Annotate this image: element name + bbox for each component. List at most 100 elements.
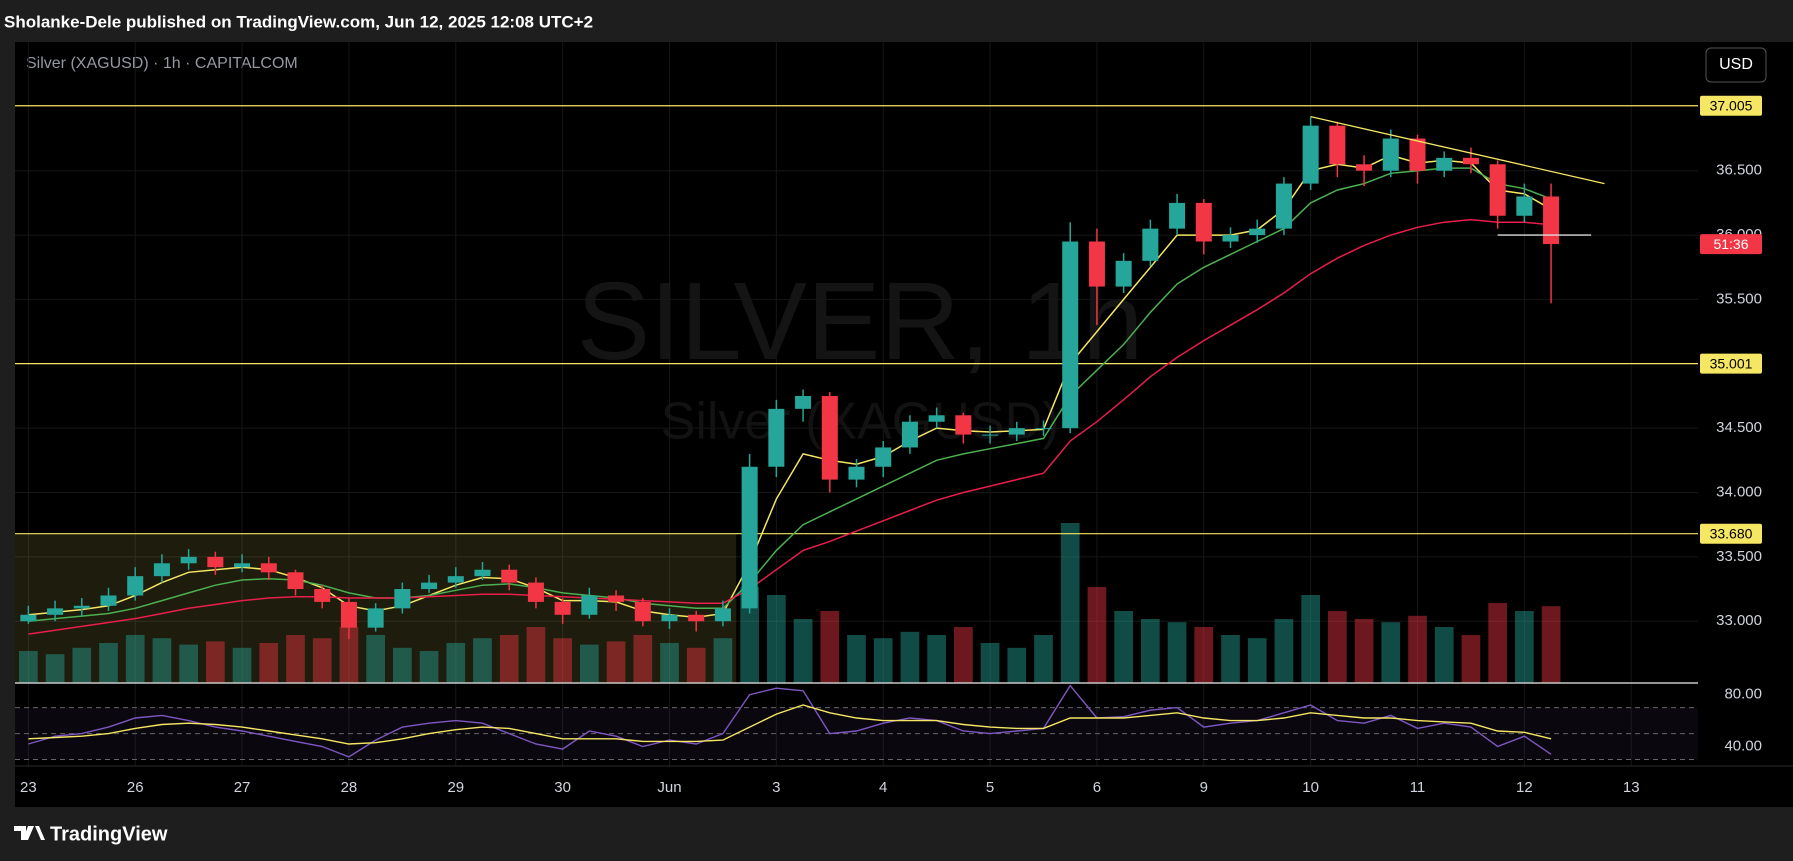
- volume-bar: [526, 627, 546, 683]
- candle-body: [1169, 202, 1186, 229]
- volume-bar: [553, 638, 572, 683]
- level-tag: [1700, 95, 1762, 116]
- candle-body: [1222, 235, 1239, 242]
- currency-label[interactable]: USD: [1719, 56, 1753, 73]
- volume-bar: [1354, 619, 1374, 683]
- candle-body: [394, 589, 411, 609]
- candle-body: [287, 572, 304, 590]
- rsi-tick-label: 80.00: [1724, 686, 1762, 703]
- candle-body: [848, 466, 865, 480]
- volume-bar: [580, 644, 599, 683]
- y-tick-label: 34.000: [1716, 483, 1762, 500]
- moving-average: [28, 167, 1552, 622]
- candle-body: [608, 595, 625, 602]
- x-tick-label: 12: [1516, 779, 1533, 796]
- volume-bar: [713, 638, 733, 683]
- volume-bar: [633, 635, 653, 683]
- x-tick-label: 13: [1623, 779, 1640, 796]
- x-tick-label: 27: [234, 779, 251, 796]
- candle-body: [768, 408, 785, 467]
- volume-bar: [45, 654, 65, 683]
- x-tick-label: 23: [20, 779, 37, 796]
- volume-bar: [980, 643, 1000, 683]
- candle-body: [474, 569, 491, 577]
- x-tick-label: 6: [1093, 779, 1101, 796]
- volume-bar: [1087, 587, 1107, 683]
- volume-bar: [393, 647, 412, 683]
- volume-bar: [660, 643, 679, 683]
- volume-bar: [286, 635, 305, 683]
- x-tick-label: 26: [127, 779, 144, 796]
- currency-button[interactable]: [1705, 47, 1767, 83]
- volume-bar: [1408, 615, 1427, 683]
- moving-average: [28, 218, 1552, 635]
- volume-bar: [820, 611, 840, 683]
- candle-body: [1489, 164, 1506, 216]
- volume-bar: [1461, 635, 1481, 683]
- level-tag: [1700, 353, 1762, 374]
- x-tick-label: 4: [879, 779, 887, 796]
- x-tick-label: 5: [986, 779, 994, 796]
- x-tick-label: Jun: [657, 779, 681, 796]
- x-tick-label: 29: [447, 779, 464, 796]
- candle-body: [20, 614, 37, 622]
- candle-body: [73, 605, 90, 609]
- volume-bar: [686, 647, 706, 683]
- y-tick-label: 35.500: [1716, 290, 1762, 307]
- candle-body: [1462, 157, 1479, 165]
- volume-bar: [847, 635, 866, 683]
- y-tick-label: 36.500: [1716, 162, 1762, 179]
- moving-average: [28, 154, 1552, 619]
- candle-body: [1436, 157, 1453, 171]
- candle-body: [982, 434, 999, 436]
- y-tick-label: 33.000: [1716, 612, 1762, 629]
- candle-body: [260, 563, 277, 573]
- volume-bar: [606, 641, 626, 683]
- volume-bar: [473, 638, 492, 683]
- volume-bar: [927, 635, 946, 683]
- candle-body: [1356, 164, 1373, 171]
- y-tick-label: 33.500: [1716, 548, 1762, 565]
- countdown-label: 51:36: [1713, 236, 1748, 252]
- volume-bar: [1541, 606, 1561, 683]
- candle-body: [554, 601, 571, 615]
- candle-body: [821, 395, 838, 480]
- plot: 23 26 27 28 29 30 Jun 3 4 5 6 9 10 11 12 13 33.000 33.500…: [15, 42, 1762, 796]
- candle-body: [100, 595, 117, 606]
- volume-bar: [339, 627, 359, 683]
- volume-bar: [793, 619, 813, 683]
- watermark-main: SILVER, 1h: [577, 260, 1144, 383]
- candle-body: [581, 595, 598, 615]
- candle-body: [741, 466, 758, 609]
- x-tick-label: 11: [1410, 779, 1426, 796]
- volume-bar: [259, 643, 279, 683]
- volume-bar: [1221, 635, 1240, 683]
- candle-body: [127, 576, 144, 596]
- legend: Silver (XAGUSD) · 1h · CAPITALCOM: [26, 55, 298, 72]
- volume-bar: [232, 647, 252, 683]
- candle-body: [634, 601, 651, 622]
- candle-body: [1035, 428, 1052, 430]
- volume-bar: [900, 631, 920, 683]
- level-tag: [1700, 523, 1762, 544]
- candle-body: [527, 582, 544, 602]
- volume-bar: [1328, 611, 1347, 683]
- candle-body: [153, 563, 170, 577]
- candle-body: [901, 421, 918, 448]
- watermark: SILVER, 1h Silver (XAGUSD): [577, 260, 1144, 451]
- volume-bar: [1060, 523, 1080, 683]
- y-tick-label: 34.500: [1716, 419, 1762, 436]
- candle-body: [234, 563, 251, 568]
- volume-bar: [1515, 611, 1534, 683]
- candle-body: [1195, 202, 1212, 242]
- volume-bar: [1034, 635, 1053, 683]
- candle-body: [928, 415, 945, 422]
- candle-body: [207, 556, 224, 568]
- volume-bar: [1114, 611, 1133, 683]
- volume-bar: [1167, 622, 1187, 683]
- volume-bar: [1194, 627, 1214, 683]
- candle-body: [1302, 125, 1319, 184]
- level-label: 35.001: [1710, 355, 1753, 371]
